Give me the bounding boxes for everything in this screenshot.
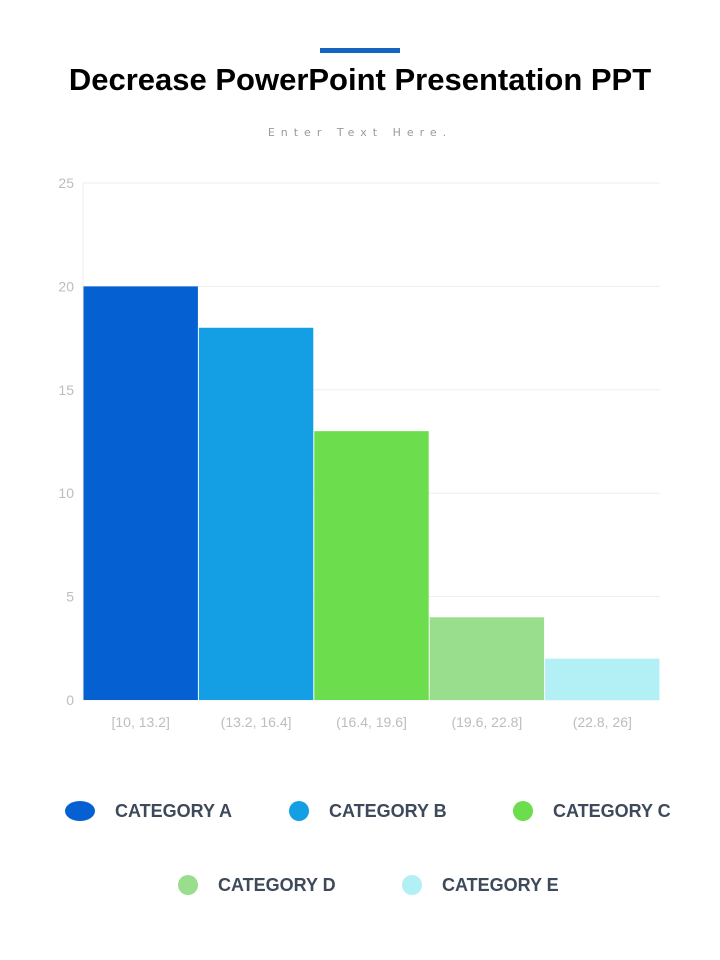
title-accent-bar — [320, 48, 400, 53]
x-axis-ticks: [10, 13.2] (13.2, 16.4] (16.4, 19.6] (19.6,… — [112, 714, 632, 730]
y-tick-label: 10 — [58, 485, 74, 501]
bars — [83, 286, 660, 700]
legend-item-a: CATEGORY A — [65, 796, 232, 826]
legend-label-b: CATEGORY B — [329, 800, 447, 821]
y-tick-label: 0 — [66, 692, 74, 708]
y-tick-label: 25 — [58, 175, 74, 191]
bar — [314, 431, 429, 700]
legend-swatch-b — [289, 801, 309, 821]
legend-item-b: CATEGORY B — [289, 796, 447, 826]
y-tick-label: 5 — [66, 589, 74, 605]
x-tick-label: (22.8, 26] — [573, 714, 632, 730]
legend-label-c: CATEGORY C — [553, 800, 671, 821]
x-tick-label: (13.2, 16.4] — [221, 714, 292, 730]
legend-swatch-c — [513, 801, 533, 821]
legend-item-d: CATEGORY D — [178, 870, 336, 900]
page-subtitle: Enter Text Here. — [267, 126, 453, 139]
legend-swatch-e — [402, 875, 422, 895]
bar — [429, 617, 545, 700]
x-tick-label: (19.6, 22.8] — [451, 714, 522, 730]
legend-item-c: CATEGORY C — [513, 796, 671, 826]
bar — [83, 286, 198, 700]
legend-label-e: CATEGORY E — [442, 874, 559, 895]
y-tick-label: 20 — [58, 278, 74, 294]
page-title: Decrease PowerPoint Presentation PPT — [68, 62, 652, 97]
x-tick-label: (16.4, 19.6] — [336, 714, 407, 730]
legend-label-d: CATEGORY D — [218, 874, 336, 895]
legend-label-a: CATEGORY A — [115, 800, 233, 821]
legend-swatch-d — [178, 875, 198, 895]
legend-swatch-a — [65, 801, 95, 821]
y-tick-label: 15 — [58, 382, 74, 398]
histogram-chart: 0 5 10 15 20 25 [10, 13.2] (13.2, 16.4] (16.4, … — [58, 175, 660, 730]
x-tick-label: [10, 13.2] — [112, 714, 170, 730]
bar — [198, 327, 314, 700]
legend-item-e: CATEGORY E — [402, 870, 559, 900]
bar — [545, 658, 660, 700]
y-axis-ticks: 0 5 10 15 20 25 — [58, 175, 74, 708]
